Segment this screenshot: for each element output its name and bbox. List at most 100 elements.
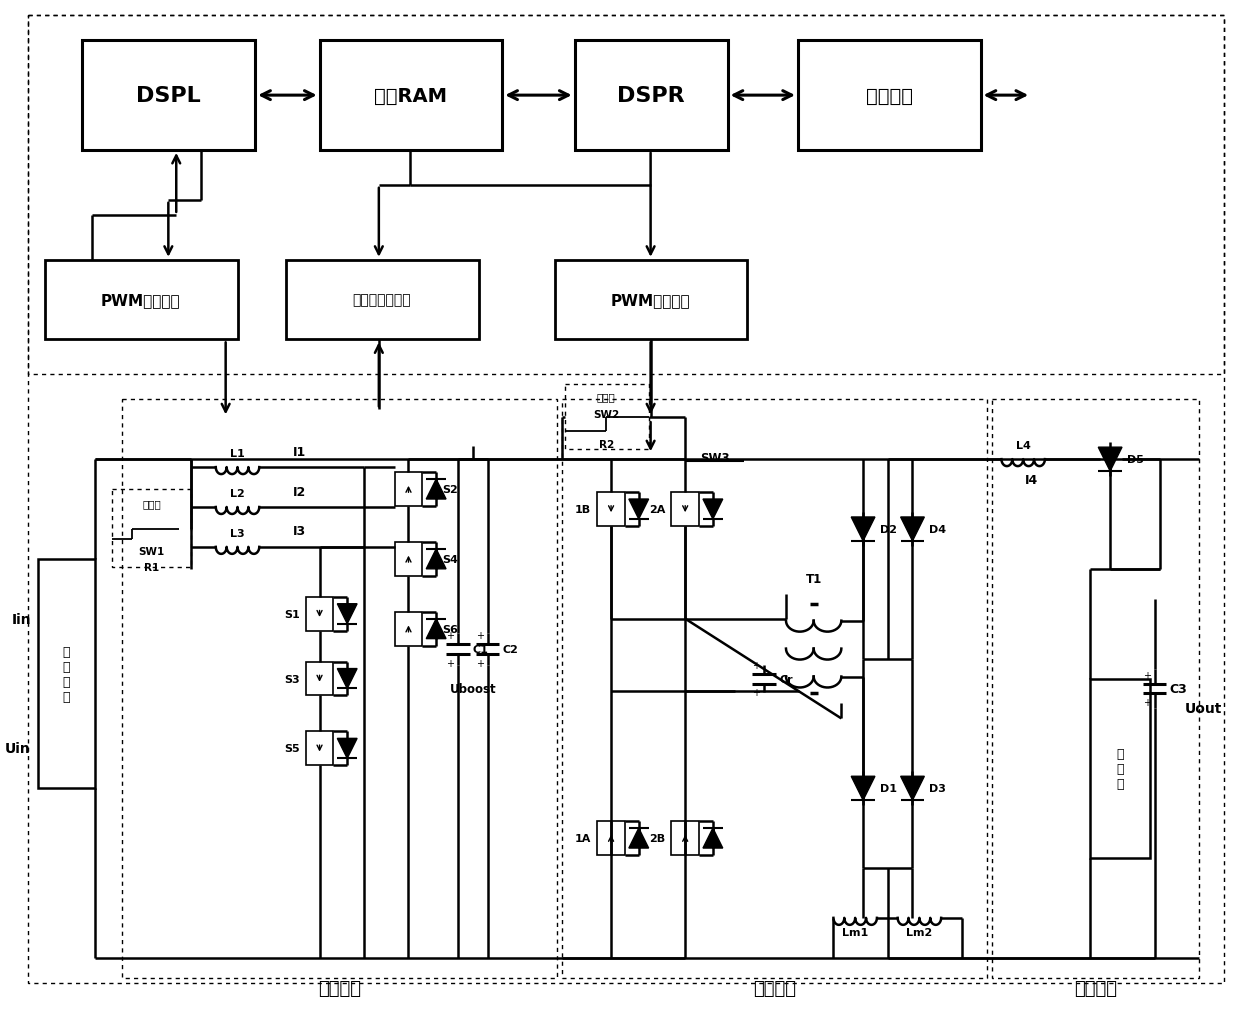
Bar	[306, 662, 334, 696]
Bar	[671, 492, 699, 527]
Polygon shape	[337, 605, 357, 624]
Text: 1A: 1A	[575, 833, 591, 843]
Polygon shape	[851, 518, 875, 541]
Bar	[394, 542, 423, 576]
Text: 软启动: 软启动	[596, 392, 615, 402]
Text: +: +	[1142, 698, 1151, 708]
Text: +: +	[476, 630, 484, 640]
Bar	[671, 821, 699, 855]
Polygon shape	[427, 619, 446, 639]
Text: Cr: Cr	[779, 674, 792, 683]
Text: SW1: SW1	[139, 546, 165, 556]
Polygon shape	[703, 828, 723, 848]
Text: Lm2: Lm2	[906, 927, 932, 937]
Bar	[320, 41, 502, 151]
Text: +: +	[476, 658, 484, 668]
Text: L1: L1	[231, 449, 244, 459]
Text: SW3: SW3	[701, 451, 729, 464]
Text: 双口RAM: 双口RAM	[374, 87, 446, 105]
Text: S4: S4	[443, 554, 458, 564]
Bar	[122, 400, 557, 978]
Text: I1: I1	[293, 445, 306, 458]
Polygon shape	[337, 669, 357, 688]
Bar	[1090, 678, 1149, 858]
Text: S1: S1	[284, 609, 300, 619]
Text: T1: T1	[806, 572, 822, 585]
Text: SW2: SW2	[593, 409, 619, 420]
Text: D3: D3	[929, 784, 946, 794]
Polygon shape	[427, 549, 446, 569]
Text: L4: L4	[1016, 441, 1030, 451]
Polygon shape	[629, 499, 649, 520]
Polygon shape	[900, 518, 924, 541]
Polygon shape	[629, 828, 649, 848]
Text: 软启动: 软启动	[143, 498, 161, 509]
Bar	[598, 492, 625, 527]
Bar	[306, 598, 334, 631]
Text: L2: L2	[231, 488, 244, 498]
Text: I3: I3	[293, 525, 306, 538]
Text: 全桥电路: 全桥电路	[753, 979, 796, 997]
Text: 1B: 1B	[575, 504, 591, 515]
Text: D4: D4	[929, 525, 946, 535]
Bar	[574, 41, 728, 151]
Text: Uout: Uout	[1184, 702, 1221, 716]
Bar	[82, 41, 255, 151]
Bar	[598, 821, 625, 855]
Text: +: +	[446, 658, 454, 668]
Text: DSPL: DSPL	[136, 86, 201, 106]
Text: 蓄
电
池: 蓄 电 池	[1116, 747, 1123, 790]
Polygon shape	[427, 479, 446, 499]
Bar	[797, 41, 981, 151]
Text: Uin: Uin	[5, 742, 31, 755]
Text: D2: D2	[880, 525, 897, 535]
Text: C3: C3	[1169, 682, 1187, 696]
Bar	[38, 559, 95, 789]
Polygon shape	[1099, 448, 1122, 471]
Text: S2: S2	[443, 484, 458, 494]
Text: S6: S6	[443, 624, 458, 634]
Text: C1: C1	[472, 644, 489, 654]
Text: 人机接口: 人机接口	[867, 87, 914, 105]
Text: +: +	[1142, 670, 1151, 679]
Text: 2A: 2A	[649, 504, 666, 515]
Text: I4: I4	[1024, 473, 1038, 486]
Bar	[394, 612, 423, 646]
Text: I2: I2	[293, 485, 306, 498]
Text: +: +	[753, 660, 760, 670]
Text: 信号采集与保护: 信号采集与保护	[352, 293, 412, 307]
Text: PWM驱动单元: PWM驱动单元	[100, 293, 181, 307]
Text: 蓄
能
电
源: 蓄 能 电 源	[63, 645, 71, 703]
Bar	[45, 261, 238, 340]
Text: D1: D1	[880, 784, 897, 794]
Text: R2: R2	[599, 440, 614, 450]
Text: C2: C2	[502, 644, 518, 654]
Bar	[112, 489, 191, 567]
Polygon shape	[900, 776, 924, 801]
Text: Uboost: Uboost	[449, 682, 496, 696]
Text: L3: L3	[231, 529, 244, 539]
Text: D5: D5	[1127, 455, 1143, 465]
Text: +: +	[446, 630, 454, 640]
Bar	[564, 385, 649, 450]
Text: S5: S5	[284, 744, 300, 753]
Text: +: +	[753, 687, 760, 698]
Bar	[394, 472, 423, 507]
Bar	[992, 400, 1199, 978]
Bar	[562, 400, 987, 978]
Text: 交错电路: 交错电路	[317, 979, 361, 997]
Bar	[554, 261, 748, 340]
Text: Iin: Iin	[11, 612, 31, 626]
Text: 滤波电路: 滤波电路	[1074, 979, 1117, 997]
Text: 2B: 2B	[650, 833, 666, 843]
Text: DSPR: DSPR	[616, 86, 684, 106]
Text: PWM驱动单元: PWM驱动单元	[611, 293, 691, 307]
Text: Lm1: Lm1	[842, 927, 868, 937]
Bar	[29, 16, 1224, 375]
Polygon shape	[337, 739, 357, 758]
Text: R1: R1	[144, 562, 159, 572]
Bar	[306, 732, 334, 765]
Text: S3: S3	[284, 674, 300, 683]
Polygon shape	[851, 776, 875, 801]
Polygon shape	[703, 499, 723, 520]
